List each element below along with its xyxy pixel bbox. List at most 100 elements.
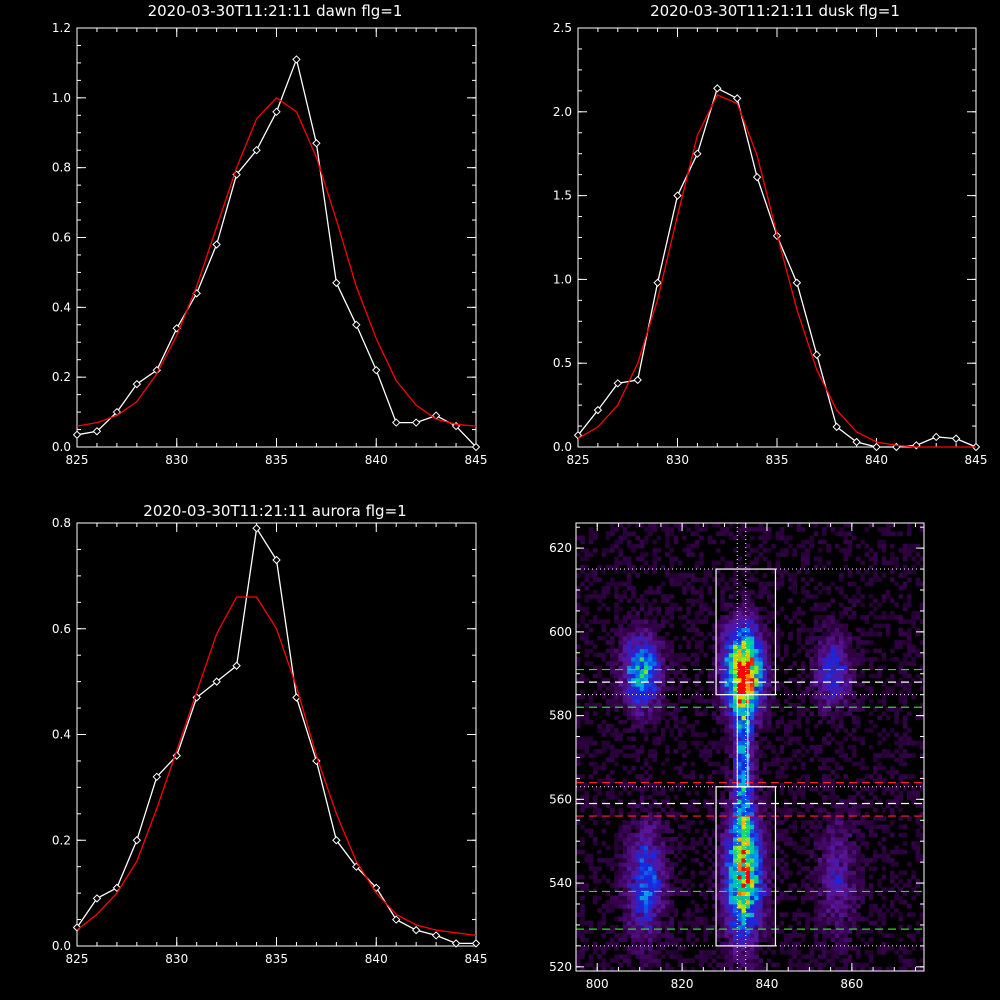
heatmap-cell xyxy=(665,610,670,616)
heatmap-cell xyxy=(733,958,738,963)
heatmap-cell xyxy=(771,962,776,968)
heatmap-cell xyxy=(843,904,848,909)
heatmap-cell xyxy=(669,577,674,582)
heatmap-cell xyxy=(750,677,755,683)
heatmap-cell xyxy=(762,904,768,909)
heatmap-cell xyxy=(639,874,645,880)
heatmap-cell xyxy=(877,924,882,930)
heatmap-cell xyxy=(728,962,734,968)
heatmap-cell xyxy=(626,564,632,570)
heatmap-cell xyxy=(834,682,840,687)
heatmap-cell xyxy=(851,657,857,662)
heatmap-cell xyxy=(728,945,734,951)
heatmap-cell xyxy=(817,765,823,771)
heatmap-cell xyxy=(728,891,734,896)
heatmap-cell xyxy=(796,870,802,876)
heatmap-cell xyxy=(800,552,806,557)
heatmap-cell xyxy=(750,631,755,637)
heatmap-cell xyxy=(813,623,819,629)
heatmap-cell xyxy=(737,778,742,783)
heatmap-cell xyxy=(622,958,628,963)
heatmap-cell xyxy=(817,962,823,968)
heatmap-cell xyxy=(720,924,725,930)
heatmap-cell xyxy=(868,711,874,716)
heatmap-cell xyxy=(660,770,666,775)
heatmap-cell xyxy=(728,824,734,830)
heatmap-cell xyxy=(648,912,653,917)
heatmap-cell xyxy=(618,736,623,742)
heatmap-cell xyxy=(682,891,687,896)
aurora-data-point xyxy=(252,524,261,533)
heatmap-cell xyxy=(758,916,764,922)
heatmap-cell xyxy=(771,694,776,700)
heatmap-cell xyxy=(597,669,602,675)
heatmap-cell xyxy=(758,711,764,716)
heatmap-cell xyxy=(826,878,831,884)
heatmap-cell xyxy=(822,602,827,608)
heatmap-cell xyxy=(826,757,831,763)
heatmap-cell xyxy=(796,736,802,742)
heatmap-cell xyxy=(813,749,819,754)
heatmap-cell xyxy=(745,945,751,951)
heatmap-cell xyxy=(813,807,819,813)
heatmap-cell xyxy=(711,577,717,582)
heatmap-cell xyxy=(758,543,764,549)
heatmap-cell xyxy=(767,878,772,884)
heatmap-cell xyxy=(788,724,793,729)
heatmap-cell xyxy=(762,899,768,905)
heatmap-cell xyxy=(724,640,730,645)
heatmap-cell xyxy=(817,891,823,896)
heatmap-cell xyxy=(754,795,759,800)
heatmap-cell xyxy=(652,740,657,746)
heatmap-cell xyxy=(643,652,649,658)
heatmap-cell xyxy=(796,543,802,549)
heatmap-cell xyxy=(771,615,776,620)
heatmap-cell xyxy=(639,958,645,963)
heatmap-cell xyxy=(639,891,645,896)
heatmap-cell xyxy=(800,585,806,591)
heatmap-cell xyxy=(648,966,653,972)
heatmap-cell xyxy=(737,832,742,838)
heatmap-cell xyxy=(703,707,708,712)
heatmap-cell xyxy=(635,887,640,892)
heatmap-cell xyxy=(758,686,764,691)
heatmap-cell xyxy=(660,715,666,721)
heatmap-cell xyxy=(614,887,619,892)
heatmap-cell xyxy=(588,962,594,968)
heatmap-cell xyxy=(724,736,730,742)
heatmap-cell xyxy=(677,677,683,683)
heatmap-cell xyxy=(669,870,674,876)
heatmap-cell xyxy=(707,569,713,574)
heatmap-cell xyxy=(610,694,615,700)
heatmap-cell xyxy=(750,799,755,804)
heatmap-cell xyxy=(779,870,785,876)
heatmap-cell xyxy=(652,640,657,645)
heatmap-cell xyxy=(834,690,840,696)
heatmap-cell xyxy=(622,594,628,599)
heatmap-cell xyxy=(597,765,602,771)
heatmap-cell xyxy=(690,724,696,729)
heatmap-cell xyxy=(868,661,874,666)
heatmap-cell xyxy=(856,636,861,641)
heatmap-cell xyxy=(694,615,700,620)
heatmap-cell xyxy=(593,874,598,880)
heatmap-cell xyxy=(788,962,793,968)
heatmap-cell xyxy=(665,870,670,876)
heatmap-cell xyxy=(576,644,581,649)
heatmap-cell xyxy=(817,757,823,763)
heatmap-cell xyxy=(868,874,874,880)
heatmap-cell xyxy=(775,560,781,566)
heatmap-cell xyxy=(593,590,598,595)
heatmap-cell xyxy=(720,711,725,716)
heatmap-cell xyxy=(724,958,730,963)
heatmap-cell xyxy=(733,916,738,922)
heatmap-cell xyxy=(665,837,670,842)
heatmap-cell xyxy=(817,711,823,716)
heatmap-cell xyxy=(830,962,836,968)
heatmap-cell xyxy=(851,820,857,825)
heatmap-cell xyxy=(885,908,891,913)
heatmap-cell xyxy=(754,577,759,582)
heatmap-cell xyxy=(626,627,632,633)
heatmap-cell xyxy=(639,552,645,557)
heatmap-cell xyxy=(682,657,687,662)
